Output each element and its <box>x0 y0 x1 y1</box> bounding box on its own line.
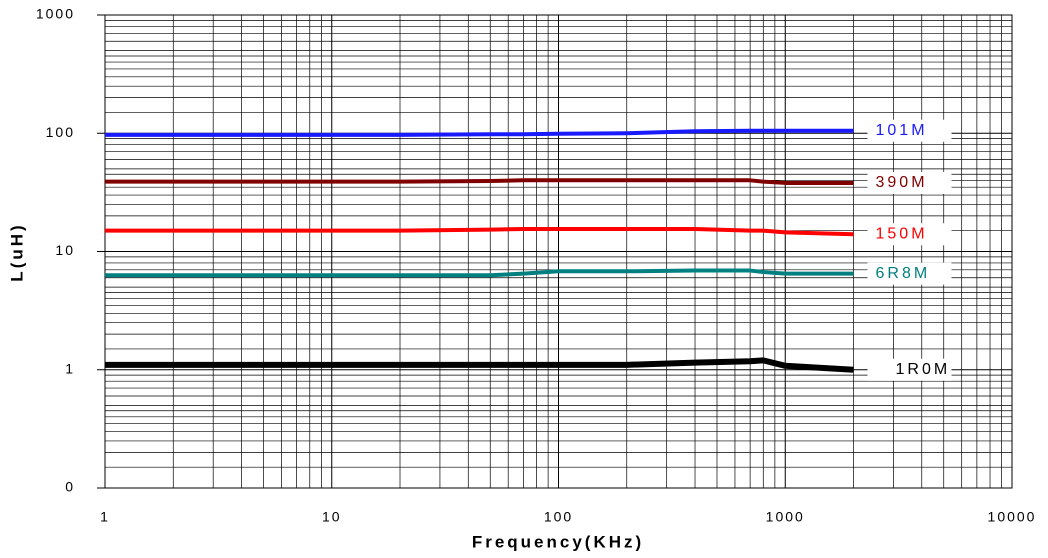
y-tick-label: 1 <box>65 360 75 376</box>
y-tick-label: 0 <box>65 479 75 495</box>
y-tick-label: 10 <box>55 242 75 258</box>
legend-label: 6R8M <box>876 265 931 282</box>
legend-box <box>867 171 952 194</box>
legend-label: 390M <box>876 174 928 191</box>
x-tick-label: 10 <box>322 509 342 525</box>
plot-frame <box>104 14 1013 489</box>
legend-box <box>867 223 952 246</box>
x-axis-title: Frequency(KHz) <box>472 532 644 551</box>
series-line <box>105 178 854 185</box>
legend-box <box>867 119 952 142</box>
marks: 101M 390M 150M 6R8M 1R0M <box>105 119 952 381</box>
grid <box>97 14 1013 489</box>
legend-box <box>867 262 952 285</box>
series-line <box>105 128 854 137</box>
legend-label: 101M <box>876 122 928 139</box>
x-tick-label: 100 <box>544 509 573 525</box>
y-axis-title: L(uH) <box>7 222 26 281</box>
series-line <box>105 226 854 237</box>
x-tick-label: 1000 <box>766 509 805 525</box>
x-tick-label: 1 <box>100 509 110 525</box>
series-line <box>105 268 854 278</box>
series-line <box>105 357 854 373</box>
y-tick-label: 1000 <box>36 6 75 22</box>
legend-label: 1R0M <box>896 361 951 378</box>
y-tick-label: 100 <box>46 124 75 140</box>
legend-box <box>867 358 952 381</box>
x-tick-label: 10000 <box>988 509 1037 525</box>
legend-label: 150M <box>876 225 928 242</box>
